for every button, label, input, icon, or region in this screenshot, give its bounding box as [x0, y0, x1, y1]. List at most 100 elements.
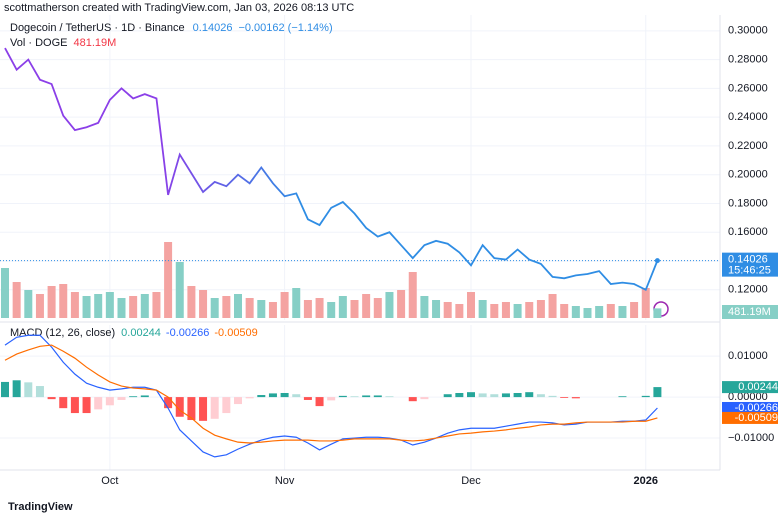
y-tick-label: 0.12000	[728, 284, 768, 296]
volume-bar	[571, 306, 580, 318]
histogram-bar	[24, 382, 33, 398]
volume-bar	[210, 298, 219, 318]
macd-label: -0.00266	[735, 402, 778, 414]
histogram-bar	[327, 397, 336, 401]
histogram-bar	[560, 397, 569, 398]
last-price: 0.14026	[193, 22, 233, 34]
histogram-bar	[94, 397, 103, 410]
volume-bar	[408, 272, 417, 318]
y-tick-label: 0.18000	[728, 197, 768, 209]
histogram-bar	[490, 394, 499, 398]
volume-bar	[140, 294, 149, 318]
volume-bar	[583, 308, 592, 318]
histogram-bar	[175, 397, 184, 417]
y-tick-label: −0.01000	[728, 432, 774, 444]
volume-bar	[455, 304, 464, 318]
x-tick-label: Oct	[101, 475, 118, 487]
histogram-bar	[350, 396, 359, 398]
histogram-bar	[35, 386, 44, 398]
volume-bar	[513, 304, 522, 318]
macd-title: MACD (12, 26, close)	[10, 327, 115, 339]
histogram-bar	[140, 395, 149, 398]
volume-bar	[641, 288, 650, 318]
signal-value: -0.00509	[214, 327, 257, 339]
volume-bar	[338, 296, 347, 318]
volume-bar	[82, 296, 91, 318]
volume-bar	[1, 268, 9, 318]
volume-bar	[397, 290, 406, 318]
histogram-bar	[280, 392, 289, 398]
y-tick-label: 0.28000	[728, 54, 768, 66]
volume-bar	[257, 300, 266, 318]
volume-label-box	[722, 305, 778, 319]
x-tick-label: Dec	[461, 475, 481, 487]
volume-bar	[350, 300, 359, 318]
histogram-bar	[257, 395, 266, 398]
y-tick-label: 0.01000	[728, 350, 768, 362]
volume-bar	[152, 292, 161, 318]
countdown: 15:46:25	[728, 265, 771, 277]
volume-bar	[327, 302, 336, 318]
volume-bar	[490, 304, 499, 318]
histogram-bar	[455, 392, 464, 398]
histogram-bar	[47, 397, 56, 400]
volume-bar	[478, 300, 487, 318]
macd-label-box	[722, 381, 778, 394]
volume-bar	[420, 296, 429, 318]
histogram-bar	[303, 397, 312, 400]
histogram-bar	[420, 397, 429, 400]
histogram-bar	[234, 397, 242, 405]
y-tick-label: 0.26000	[728, 82, 768, 94]
volume-bar	[432, 300, 441, 318]
histogram-bar	[618, 396, 627, 398]
volume-bar	[292, 288, 301, 318]
volume-bar	[35, 294, 44, 318]
volume-bar	[187, 286, 196, 318]
histogram-bar	[268, 393, 277, 398]
price-change: −0.00162 (−1.14%)	[238, 22, 332, 34]
volume-bar	[548, 294, 557, 318]
volume-bar	[94, 294, 103, 318]
histogram-bar	[548, 395, 557, 398]
macd-line	[4, 344, 658, 444]
volume-bar	[606, 304, 615, 318]
histogram-bar	[164, 397, 173, 409]
volume-bar	[315, 298, 324, 318]
volume-bar	[443, 302, 452, 318]
histogram-bar	[536, 394, 545, 398]
x-tick-label: Nov	[275, 475, 295, 487]
histogram-bar	[129, 396, 138, 398]
volume-bar	[303, 300, 312, 318]
histogram-bar	[443, 394, 452, 398]
histogram-bar	[187, 397, 196, 421]
macd-label: 0.00244	[738, 381, 778, 393]
histogram-bar	[222, 397, 231, 414]
histogram-bar	[1, 381, 9, 398]
chart-title: Dogecoin / TetherUS · 1D · Binance	[10, 22, 185, 34]
volume-bar	[653, 308, 662, 318]
volume-bar	[373, 298, 382, 318]
volume-bar	[70, 292, 79, 318]
volume-bar	[280, 292, 289, 318]
macd-label: -0.00509	[735, 412, 778, 424]
histogram-bar	[362, 395, 371, 398]
y-tick-label: 0.16000	[728, 226, 768, 238]
histogram-bar	[467, 392, 475, 398]
volume-bar	[175, 262, 184, 318]
x-tick-label: 2026	[634, 475, 658, 487]
histogram-bar	[513, 392, 522, 398]
histogram-bar	[525, 392, 534, 398]
volume-bar	[618, 306, 627, 318]
histogram-bar	[641, 395, 650, 398]
volume-bar	[12, 282, 21, 318]
volume-label: 481.19M	[728, 306, 771, 318]
volume-bar	[268, 302, 277, 318]
volume-bar	[117, 298, 126, 318]
volume-value: 481.19M	[73, 37, 116, 49]
volume-bar	[630, 302, 639, 318]
histogram-bar	[59, 397, 68, 409]
volume-bar	[385, 292, 394, 318]
last-point	[654, 258, 660, 264]
volume-bar	[467, 292, 475, 318]
